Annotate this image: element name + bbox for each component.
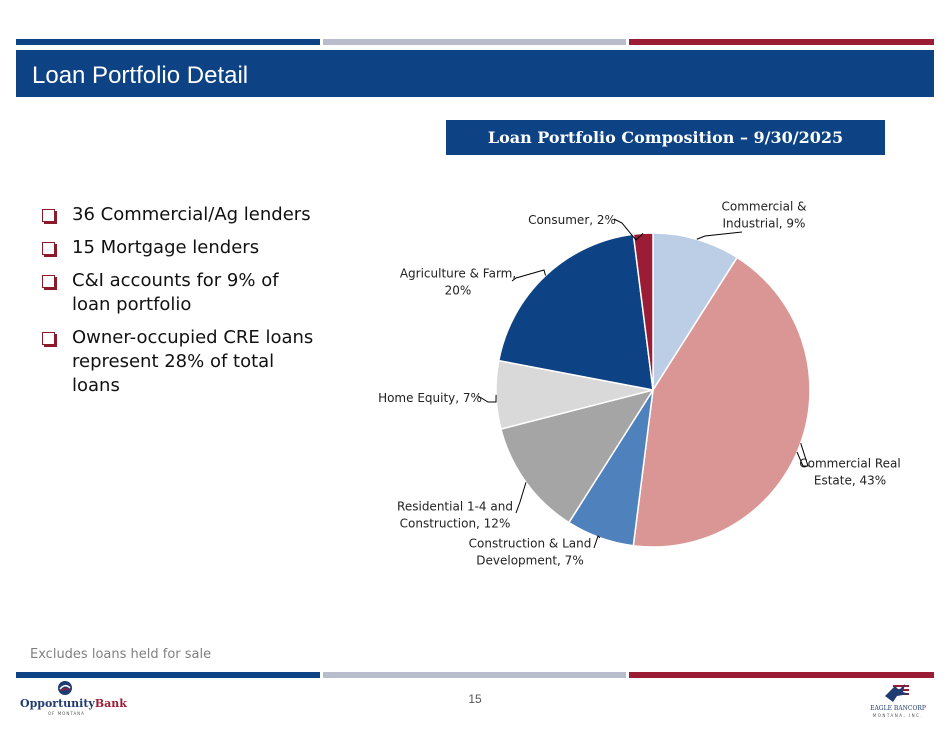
leader-line [511, 269, 547, 282]
bullet-item: 15 Mortgage lenders [42, 236, 342, 260]
eagle-bancorp-logo: EAGLE BANCORP MONTANA, INC. [858, 682, 938, 722]
bullet-item: Owner-occupied CRE loans represent 28% o… [42, 326, 342, 398]
chart-title-box: Loan Portfolio Composition – 9/30/2025 [446, 120, 885, 155]
opportunity-bank-logo: OpportunityBank OF MONTANA [20, 680, 127, 718]
bullet-text: Owner-occupied CRE loans [72, 327, 314, 348]
eagle-bancorp-name: EAGLE BANCORP [870, 705, 926, 712]
bullet-text: loans [72, 375, 120, 396]
bottom-stripe-maroon [629, 672, 934, 678]
leader-line [515, 482, 527, 514]
bullet-text: C&I accounts for 9% of [72, 270, 279, 291]
data-label: Commercial Real Estate, 43% [799, 457, 900, 488]
checkbox-bullet-icon [42, 209, 55, 222]
bottom-stripe-navy [16, 672, 320, 678]
checkbox-bullet-icon [42, 332, 55, 345]
bullet-list: 36 Commercial/Ag lenders 15 Mortgage len… [42, 203, 342, 407]
bullet-text: 15 Mortgage lenders [72, 237, 260, 258]
data-label: Home Equity, 7% [378, 391, 482, 405]
data-label: Agriculture & Farm, 20% [400, 267, 516, 298]
pie-slice-commercial-real-estate [632, 256, 811, 548]
data-label: Residential 1-4 and Construction, 12% [397, 500, 513, 531]
data-label: Construction & Land Development, 7% [469, 537, 592, 568]
data-label: Commercial & Industrial, 9% [722, 200, 807, 231]
leader-line [613, 218, 644, 241]
bottom-stripe-gray [323, 672, 626, 678]
pie-slice-agriculture-farm [497, 233, 654, 391]
pie-slice-consumer [632, 232, 654, 391]
top-stripe-gray [323, 39, 626, 45]
opportunity-bank-sub: OF MONTANA [48, 711, 85, 716]
opportunity-bank-name: OpportunityBank [20, 697, 127, 710]
bullet-text: 36 Commercial/Ag lenders [72, 204, 311, 225]
leader-line [593, 535, 601, 549]
pie-slice-commercial-industrial [652, 232, 739, 393]
eagle-bancorp-sub: MONTANA, INC. [872, 713, 924, 718]
opportunity-bank-emblem-icon [58, 681, 72, 695]
eagle-emblem-icon [885, 684, 909, 702]
bullet-text: represent 28% of total [72, 351, 275, 372]
top-stripe-maroon [629, 39, 934, 45]
checkbox-bullet-icon [42, 275, 55, 288]
leader-line [477, 394, 497, 403]
top-stripe-navy [16, 39, 320, 45]
logo-text: OpportunityBank [20, 697, 127, 710]
leader-line [696, 231, 743, 240]
checkbox-bullet-icon [42, 242, 55, 255]
title-bar: Loan Portfolio Detail [16, 50, 934, 97]
footnote: Excludes loans held for sale [30, 647, 212, 662]
page-title: Loan Portfolio Detail [32, 62, 249, 89]
leader-line [796, 443, 809, 467]
bullet-text: loan portfolio [72, 294, 192, 315]
page-number: 15 [468, 692, 482, 706]
bullet-item: C&I accounts for 9% of loan portfolio [42, 269, 342, 317]
data-label: Consumer, 2% [528, 213, 616, 227]
bullet-item: 36 Commercial/Ag lenders [42, 203, 342, 227]
